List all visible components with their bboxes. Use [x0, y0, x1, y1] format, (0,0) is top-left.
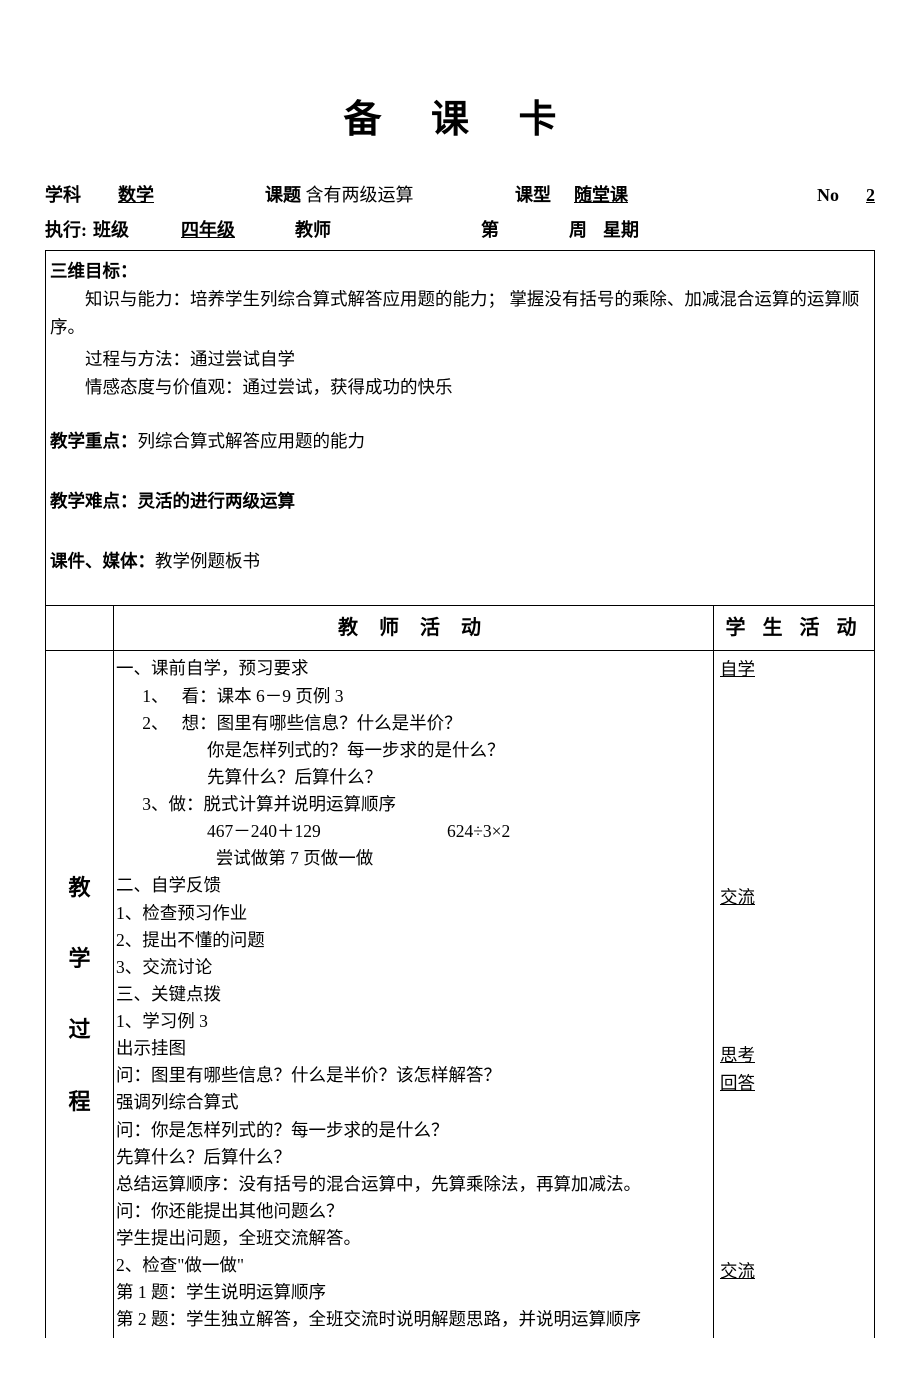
objectives-line2: 过程与方法：通过尝试自学: [50, 345, 870, 373]
difficulty-text: 灵活的进行两级运算: [138, 491, 296, 511]
objectives-line3: 情感态度与价值观：通过尝试，获得成功的快乐: [50, 373, 870, 401]
student-a1: 自学: [720, 655, 868, 683]
teacher-s1d: 尝试做第 7 页做一做: [116, 845, 711, 872]
teacher-s3e1: 第 1 题：学生说明运算顺序: [116, 1279, 711, 1306]
objectives-line1: 知识与能力：培养学生列综合算式解答应用题的能力； 掌握没有括号的乘除、加减混合运…: [50, 285, 870, 341]
teacher-s3a: 1、学习例 3: [116, 1008, 711, 1035]
student-a3: 思考: [720, 1041, 868, 1069]
teacher-s1b3: 先算什么？后算什么？: [116, 764, 711, 791]
teacher-s1b: 2、 想：图里有哪些信息？什么是半价？: [116, 710, 711, 737]
media-text: 教学例题板书: [155, 551, 260, 571]
teacher-s3q4: 问：你还能提出其他问题么？: [116, 1198, 711, 1225]
teacher-s2a: 1、检查预习作业: [116, 900, 711, 927]
page-title: 备 课 卡: [45, 90, 875, 151]
week-label: 第: [481, 216, 499, 245]
topic-label: 课题: [265, 185, 301, 205]
type-label: 课型: [515, 185, 551, 205]
teacher-s1: 一、课前自学，预习要求: [116, 655, 711, 682]
teacher-s1c: 3、做：脱式计算并说明运算顺序: [116, 791, 711, 818]
no-label: No: [817, 185, 839, 205]
objectives-block: 三维目标： 知识与能力：培养学生列综合算式解答应用题的能力； 掌握没有括号的乘除…: [46, 251, 874, 605]
student-a2: 交流: [720, 883, 868, 911]
teacher-s3c: 强调列综合算式: [116, 1089, 711, 1116]
student-activity-content: 自学 交流 思考 回答 交流: [714, 651, 874, 1337]
keypoint-label: 教学重点：: [50, 431, 138, 451]
week-label2: 周: [569, 216, 587, 245]
day-label: 星期: [603, 216, 639, 245]
process-char-2: 学: [68, 941, 90, 976]
teacher-s3q3: 先算什么？后算什么？: [116, 1144, 711, 1171]
process-char-4: 程: [68, 1084, 90, 1119]
exercise-2: 624÷3×2: [447, 818, 510, 845]
keypoint-text: 列综合算式解答应用题的能力: [138, 431, 366, 451]
teacher-activity-content: 一、课前自学，预习要求 1、 看：课本 6－9 页例 3 2、 想：图里有哪些信…: [114, 651, 714, 1337]
lesson-card-box: 三维目标： 知识与能力：培养学生列综合算式解答应用题的能力； 掌握没有括号的乘除…: [45, 250, 875, 1337]
teacher-activity-header: 教 师 活 动: [114, 606, 714, 650]
teacher-s3e2: 第 2 题：学生独立解答，全班交流时说明解题思路，并说明运算顺序: [116, 1306, 711, 1333]
class-value: 四年级: [181, 216, 235, 245]
subject-value: 数学: [118, 185, 154, 205]
teacher-s3q2: 问：你是怎样列式的？每一步求的是什么？: [116, 1117, 711, 1144]
header-row-1: 学科 数学 课题 含有两级运算 课型 随堂课 No 2: [45, 181, 875, 210]
student-a4: 回答: [720, 1069, 868, 1097]
process-label-column: 教 学 过 程: [46, 651, 114, 1337]
student-a5: 交流: [720, 1257, 868, 1285]
header-row-2: 执行: 班级 四年级 教师 第 周 星期: [45, 216, 875, 245]
exercise-1: 467－240＋129: [207, 818, 447, 845]
activity-table-body: 教 学 过 程 一、课前自学，预习要求 1、 看：课本 6－9 页例 3 2、 …: [46, 651, 874, 1337]
teacher-s3s: 总结运算顺序：没有括号的混合运算中，先算乘除法，再算加减法。: [116, 1171, 711, 1198]
exec-label: 执行:: [45, 216, 87, 245]
teacher-label: 教师: [295, 216, 331, 245]
class-label: 班级: [93, 216, 129, 245]
teacher-s1b2: 你是怎样列式的？每一步求的是什么？: [116, 737, 711, 764]
teacher-s3b: 出示挂图: [116, 1035, 711, 1062]
process-char-1: 教: [68, 870, 90, 905]
subject-label: 学科: [45, 185, 81, 205]
teacher-s2b: 2、提出不懂的问题: [116, 927, 711, 954]
process-char-3: 过: [68, 1012, 90, 1047]
teacher-s3e: 2、检查"做一做": [116, 1252, 711, 1279]
teacher-s2: 二、自学反馈: [116, 872, 711, 899]
teacher-s3: 三、关键点拨: [116, 981, 711, 1008]
media-label: 课件、媒体：: [50, 551, 155, 571]
topic-value: 含有两级运算: [306, 185, 414, 205]
objectives-head: 三维目标：: [50, 261, 138, 281]
student-activity-header: 学 生 活 动: [714, 606, 874, 650]
no-value: 2: [866, 185, 875, 205]
teacher-s3d: 学生提出问题，全班交流解答。: [116, 1225, 711, 1252]
teacher-s3q1: 问：图里有哪些信息？什么是半价？该怎样解答？: [116, 1062, 711, 1089]
activity-table-header: 教 师 活 动 学 生 活 动: [46, 605, 874, 651]
difficulty-label: 教学难点：: [50, 491, 138, 511]
type-value: 随堂课: [574, 185, 628, 205]
teacher-s1a: 1、 看：课本 6－9 页例 3: [116, 683, 711, 710]
teacher-s2c: 3、交流讨论: [116, 954, 711, 981]
